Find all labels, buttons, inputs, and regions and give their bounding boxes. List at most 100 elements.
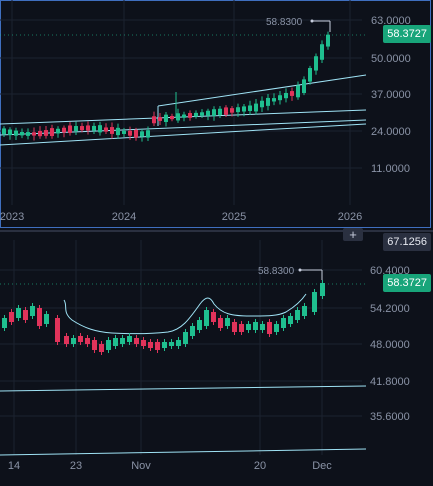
price-tick-label: 48.0000 — [370, 339, 410, 351]
candle-body — [32, 132, 36, 136]
candle-body — [200, 112, 204, 116]
candle-body — [146, 130, 150, 138]
top-pane-candles — [2, 31, 330, 142]
candle-body — [232, 322, 237, 332]
candle-body — [44, 130, 48, 136]
bottom-last-price-badge: 58.3727 — [383, 274, 431, 292]
add-pane-button[interactable]: + — [343, 228, 363, 241]
bottom-pane-grid — [0, 240, 366, 455]
candle-body — [253, 322, 258, 330]
price-tick-label: 50.0000 — [371, 53, 411, 65]
candle-body — [242, 106, 246, 112]
candle-body — [98, 125, 102, 133]
candle-body — [225, 318, 230, 326]
time-tick-label: 2026 — [338, 211, 362, 223]
candle-body — [295, 310, 300, 320]
channel-curve[interactable] — [63, 293, 307, 335]
candle-body — [92, 125, 96, 131]
time-tick-label: 14 — [8, 460, 20, 472]
candle-body — [128, 130, 132, 136]
candle-body — [162, 342, 167, 348]
candle-body — [260, 324, 265, 330]
candle-body — [188, 113, 192, 118]
candle-body — [224, 107, 228, 115]
candle-body — [16, 308, 21, 318]
candle-body — [78, 336, 83, 342]
candle-body — [236, 107, 240, 113]
candle-body — [44, 314, 49, 324]
candle-body — [155, 342, 160, 350]
candle-body — [152, 116, 156, 124]
candle-body — [122, 130, 126, 134]
top-high-marker: 58.8300 — [266, 17, 331, 32]
candle-body — [23, 310, 28, 320]
candle-body — [284, 92, 288, 99]
candle-body — [99, 344, 104, 352]
candle-body — [127, 336, 132, 342]
candle-body — [141, 340, 146, 346]
candle-body — [140, 131, 144, 137]
candle-body — [206, 110, 210, 116]
candle-body — [302, 306, 307, 316]
time-tick-label: Dec — [312, 460, 332, 472]
price-tick-label: 24.0000 — [371, 126, 411, 138]
candle-body — [26, 132, 30, 136]
candle-body — [64, 336, 69, 344]
high-price-label: 58.8300 — [258, 266, 295, 277]
top-pane-trendlines[interactable] — [0, 74, 367, 146]
time-tick-label: Nov — [131, 460, 151, 472]
high-marker-dot — [310, 19, 314, 23]
candle-body — [2, 318, 7, 328]
candle-body — [290, 91, 294, 96]
time-tick-label: 2025 — [222, 211, 246, 223]
candle-body — [9, 312, 14, 322]
candle-body — [170, 116, 174, 120]
candle-body — [218, 108, 222, 115]
top-pane-frame — [0, 0, 431, 228]
candle-body — [56, 128, 60, 134]
candle-body — [246, 324, 251, 330]
candle-body — [183, 332, 188, 344]
candle-body — [158, 117, 162, 121]
candle-body — [211, 312, 216, 322]
candle-body — [204, 310, 209, 326]
candle-body — [239, 324, 244, 332]
candle-body — [62, 127, 66, 133]
candle-body — [92, 340, 97, 350]
candle-body — [176, 340, 181, 346]
candle-body — [85, 338, 90, 344]
high-marker-dot — [298, 268, 302, 272]
price-tick-label: 37.0000 — [371, 89, 411, 101]
time-tick-label: 23 — [70, 460, 82, 472]
trendline[interactable] — [0, 123, 367, 146]
bottom-high-marker: 58.8300 — [258, 266, 323, 280]
candle-body — [182, 114, 186, 118]
top-time-axis[interactable]: 2023 2024 2025 2026 — [0, 211, 362, 223]
candle-body — [116, 127, 120, 136]
candle-body — [80, 126, 84, 131]
candle-body — [8, 129, 12, 136]
candle-body — [248, 105, 252, 111]
candle-body — [20, 131, 24, 136]
trendline[interactable] — [0, 448, 367, 456]
candle-body — [169, 342, 174, 346]
trendline[interactable] — [157, 74, 367, 107]
candle-body — [212, 109, 216, 116]
top-price-axis[interactable]: 63.0000 50.0000 37.0000 24.0000 11.0000 — [371, 15, 411, 175]
candle-body — [113, 338, 118, 346]
candle-body — [326, 34, 330, 47]
candle-body — [278, 95, 282, 101]
price-tick-label: 35.6000 — [370, 411, 410, 423]
bottom-pane-candles — [2, 280, 325, 355]
candle-body — [308, 68, 312, 82]
bottom-time-axis[interactable]: 14 23 Nov 20 Dec — [8, 460, 332, 472]
candle-body — [272, 98, 276, 102]
top-last-price-badge: 58.3727 — [383, 25, 431, 43]
bottom-pane-trendlines[interactable] — [0, 293, 367, 456]
trendline[interactable] — [0, 119, 367, 136]
price-tick-label: 41.8000 — [370, 376, 410, 388]
candle-body — [164, 114, 168, 122]
trendline[interactable] — [0, 385, 367, 392]
candle-body — [230, 108, 234, 113]
